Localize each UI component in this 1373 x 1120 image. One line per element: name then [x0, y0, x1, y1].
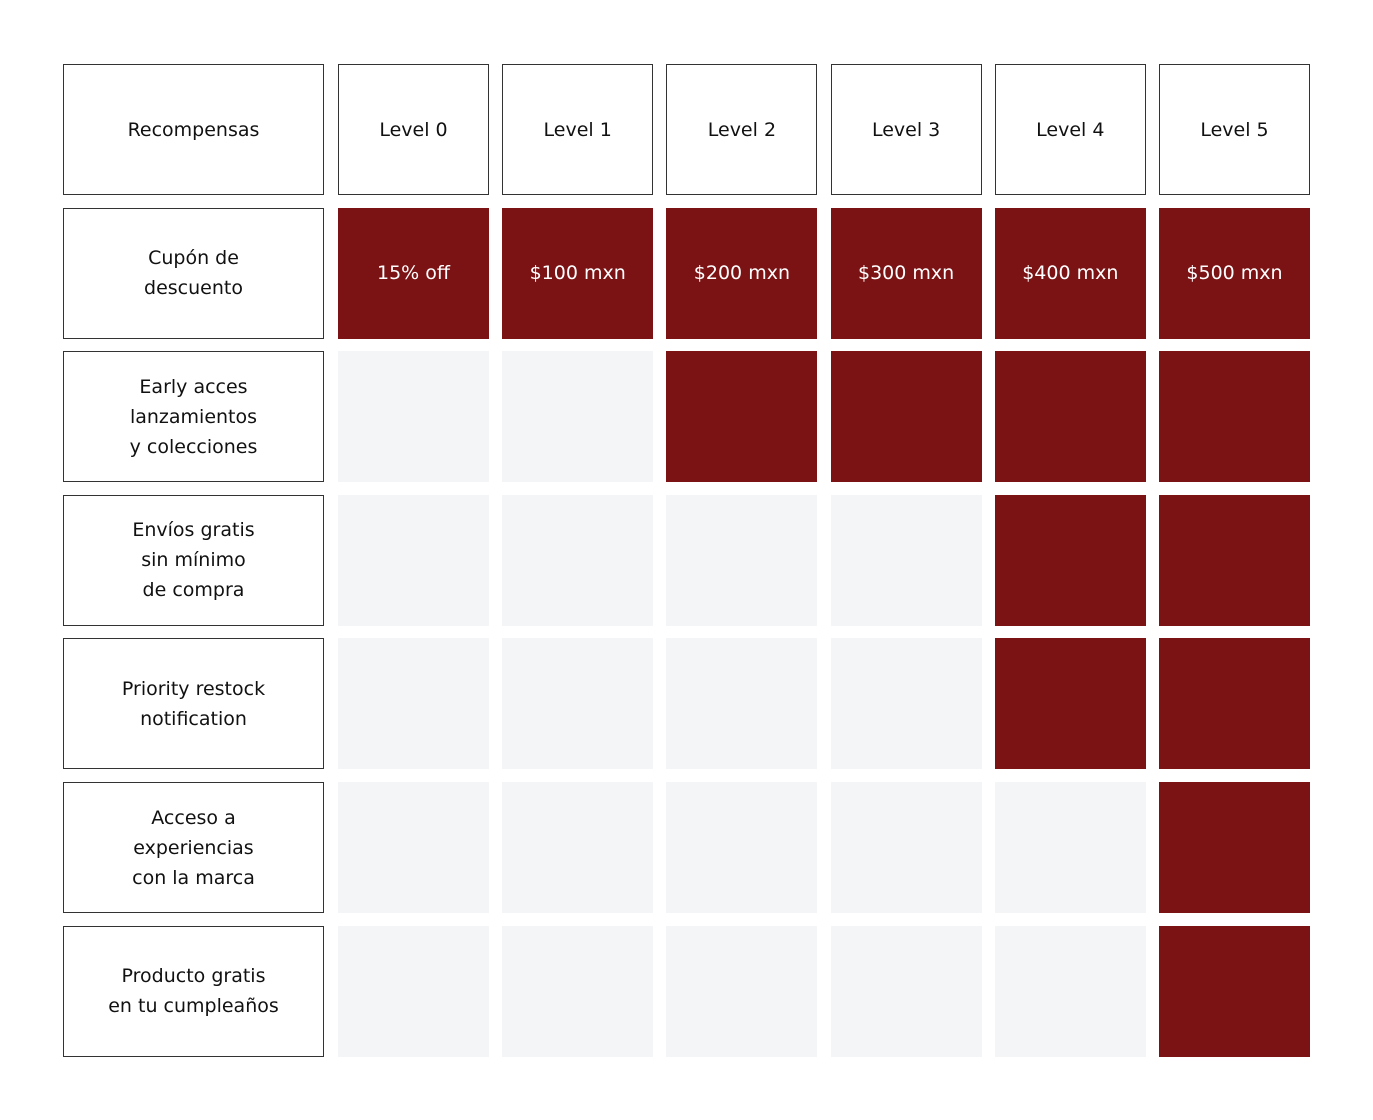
included-cell — [1159, 925, 1310, 1057]
empty-cell — [338, 782, 489, 913]
included-cell — [994, 638, 1146, 770]
cell-text: descuento — [144, 277, 243, 300]
empty-cell — [338, 494, 489, 626]
included-cell — [994, 494, 1146, 626]
row-label: Early acces lanzamientos y colecciones — [63, 351, 324, 483]
level-header: Level 1 — [502, 64, 654, 195]
cell-text: Level 3 — [871, 118, 941, 141]
empty-cell — [502, 925, 654, 1057]
included-cell — [1159, 494, 1310, 626]
cell-text: $300 mxn — [858, 262, 955, 285]
row-label: Priority restock notification — [63, 638, 324, 770]
cell-text: Cupón de — [148, 247, 239, 270]
empty-cell — [502, 494, 654, 626]
empty-cell — [666, 494, 818, 626]
cell-text: notification — [140, 707, 247, 730]
empty-cell — [502, 638, 654, 770]
empty-cell — [502, 351, 654, 483]
empty-cell — [830, 782, 982, 913]
cell-text: $400 mxn — [1022, 262, 1119, 285]
included-cell: $500 mxn — [1159, 207, 1310, 339]
row-label: Producto gratis en tu cumpleaños — [63, 925, 324, 1057]
empty-cell — [830, 638, 982, 770]
cell-text: Level 5 — [1200, 118, 1269, 141]
included-cell — [830, 351, 982, 483]
included-cell: 15% off — [338, 207, 489, 339]
empty-cell — [830, 925, 982, 1057]
level-header: Level 2 — [666, 64, 818, 195]
cell-text: Acceso a — [151, 806, 236, 829]
cell-text: sin mínimo — [141, 549, 246, 572]
included-cell — [1159, 351, 1310, 483]
cell-text: Recompensas — [127, 118, 260, 141]
empty-cell — [994, 925, 1146, 1057]
included-cell — [994, 351, 1146, 483]
empty-cell — [338, 638, 489, 770]
cell-text: Level 1 — [543, 118, 612, 141]
level-header: Level 5 — [1159, 64, 1310, 195]
cell-text: Level 2 — [707, 118, 777, 141]
included-cell: $200 mxn — [666, 207, 818, 339]
cell-text: Priority restock — [121, 677, 266, 700]
empty-cell — [666, 925, 818, 1057]
cell-text: $200 mxn — [693, 262, 790, 285]
header-title: Recompensas — [63, 64, 324, 195]
cell-text: lanzamientos — [129, 405, 258, 428]
cell-text: Producto gratis — [121, 965, 266, 988]
row-label: Envíos gratis sin mínimo de compra — [63, 494, 324, 626]
empty-cell — [338, 925, 489, 1057]
cell-text: de compra — [142, 579, 245, 602]
row-label: Cupón de descuento — [63, 207, 324, 339]
cell-text: con la marca — [132, 866, 255, 889]
cell-text: 15% off — [377, 262, 450, 285]
cell-text: y colecciones — [129, 435, 258, 458]
included-cell — [666, 351, 818, 483]
included-cell: $300 mxn — [830, 207, 982, 339]
empty-cell — [666, 782, 818, 913]
included-cell — [1159, 782, 1310, 913]
level-header: Level 0 — [338, 64, 489, 195]
cell-text: experiencias — [133, 836, 254, 859]
empty-cell — [994, 782, 1146, 913]
row-label: Acceso a experiencias con la marca — [63, 782, 324, 913]
cell-text: Level 0 — [379, 118, 448, 141]
cell-text: Envíos gratis — [132, 519, 255, 542]
cell-text: en tu cumpleaños — [108, 995, 279, 1018]
included-cell: $100 mxn — [502, 207, 654, 339]
empty-cell — [338, 351, 489, 483]
included-cell: $400 mxn — [994, 207, 1146, 339]
level-header: Level 3 — [830, 64, 982, 195]
empty-cell — [830, 494, 982, 626]
cell-text: $100 mxn — [529, 262, 626, 285]
cell-text: $500 mxn — [1186, 262, 1283, 285]
level-header: Level 4 — [994, 64, 1146, 195]
included-cell — [1159, 638, 1310, 770]
cell-text: Early acces — [139, 375, 248, 398]
empty-cell — [502, 782, 654, 913]
cell-text: Level 4 — [1036, 118, 1105, 141]
empty-cell — [666, 638, 818, 770]
